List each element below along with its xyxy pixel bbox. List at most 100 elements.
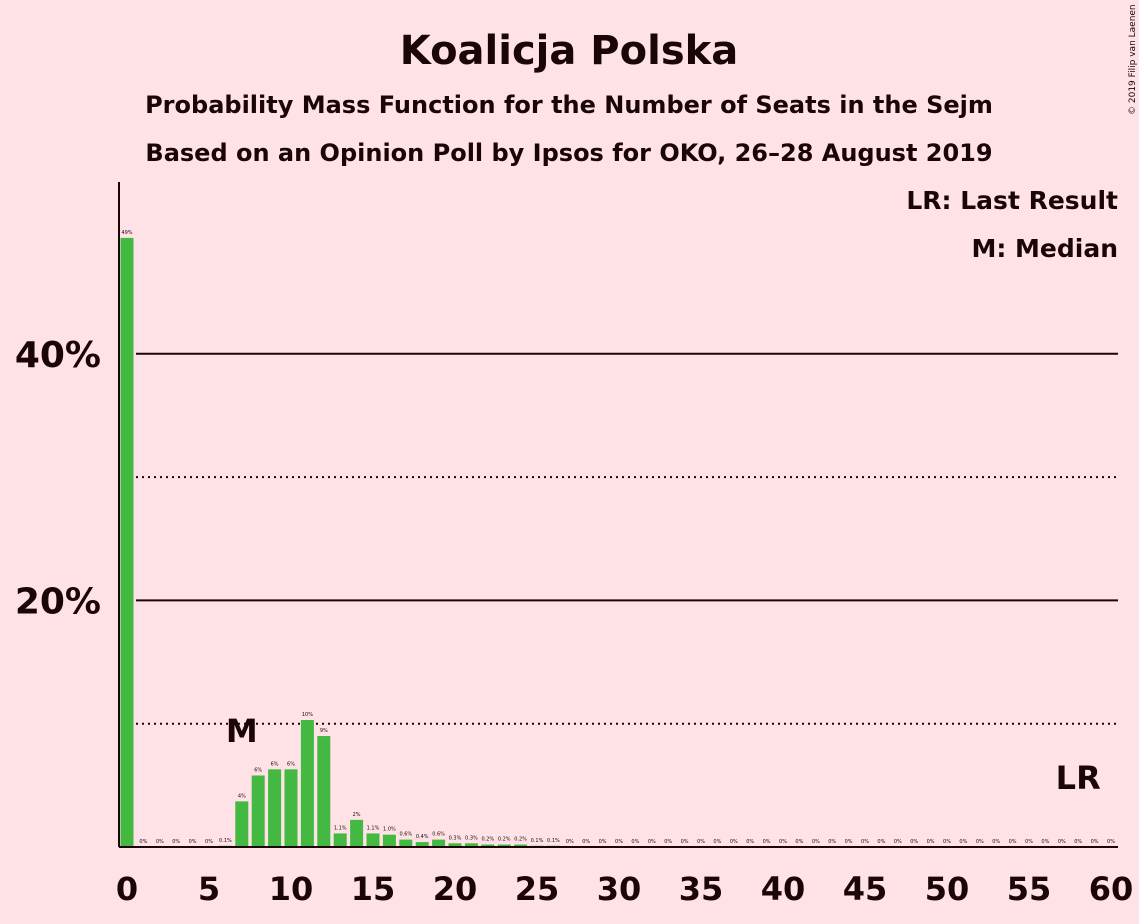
bar-label: 0% — [992, 839, 1000, 845]
x-tick-label: 25 — [515, 870, 560, 908]
x-tick-label: 20 — [433, 870, 478, 908]
bar-label: 0% — [566, 839, 574, 845]
bar-label: 1.1% — [367, 825, 380, 831]
bar-label: 4% — [238, 793, 246, 799]
bar — [415, 842, 429, 847]
bar-label: 0% — [172, 839, 180, 845]
chart-subtitle: Probability Mass Function for the Number… — [145, 91, 993, 119]
bar-label: 9% — [320, 728, 328, 734]
bar — [514, 844, 528, 847]
median-marker: M — [226, 712, 258, 750]
markers: M LR — [226, 712, 1101, 797]
bar-label: 0% — [976, 839, 984, 845]
bars — [120, 237, 560, 847]
x-tick-label: 0 — [116, 870, 138, 908]
bar-label: 0.1% — [547, 838, 560, 844]
bar-label: 6% — [287, 761, 295, 767]
bar-label: 0% — [943, 839, 951, 845]
bar-label: 0% — [156, 839, 164, 845]
x-tick-label: 45 — [843, 870, 888, 908]
bar-label: 0% — [615, 839, 623, 845]
bar-label: 0% — [1025, 839, 1033, 845]
y-tick-label: 40% — [15, 335, 101, 376]
bar — [350, 819, 364, 847]
axes — [118, 182, 1118, 848]
bar-label: 0% — [779, 839, 787, 845]
bar-label: 0% — [795, 839, 803, 845]
bar — [235, 801, 249, 847]
bar — [382, 834, 396, 847]
bar-label: 0% — [713, 839, 721, 845]
bar — [300, 720, 314, 847]
grid-lines — [136, 352, 1118, 725]
bar-label: 0% — [746, 839, 754, 845]
bar-label: 0.2% — [514, 837, 527, 843]
bar-label: 1.0% — [383, 827, 396, 833]
chart-subtitle-2: Based on an Opinion Poll by Ipsos for OK… — [145, 139, 992, 167]
x-tick-label: 10 — [269, 870, 314, 908]
bar — [399, 839, 413, 847]
bar-label: 0% — [1041, 839, 1049, 845]
bar — [448, 843, 462, 847]
bar-label: 6% — [254, 767, 262, 773]
legend-last-result: LR: Last Result — [906, 186, 1118, 215]
bar-label: 0% — [730, 839, 738, 845]
bar-label: 0% — [1009, 839, 1017, 845]
bar — [366, 833, 380, 847]
bar-label: 0.2% — [481, 837, 494, 843]
bar-label: 10% — [302, 712, 313, 718]
bar-label: 0% — [861, 839, 869, 845]
chart-title: Koalicja Polska — [400, 28, 738, 74]
bar — [268, 769, 282, 847]
bar-label: 0% — [828, 839, 836, 845]
x-tick-label: 15 — [351, 870, 396, 908]
bar — [251, 775, 265, 847]
bar-label: 0% — [1107, 839, 1115, 845]
bar-label: 0% — [1091, 839, 1099, 845]
bar-label: 0.3% — [465, 835, 478, 841]
bar-label: 0% — [812, 839, 820, 845]
bar-label: 0% — [763, 839, 771, 845]
bar-label: 0% — [205, 839, 213, 845]
bar-label: 0% — [664, 839, 672, 845]
y-tick-label: 20% — [15, 581, 101, 622]
bar — [317, 736, 331, 847]
x-axis-ticks: 0 5 10 15 20 25 30 35 40 45 50 55 60 — [116, 870, 1133, 908]
x-tick-label: 40 — [761, 870, 806, 908]
bar — [481, 844, 495, 847]
bar-label: 0% — [927, 839, 935, 845]
bar-label: 0.3% — [449, 835, 462, 841]
x-tick-label: 5 — [198, 870, 220, 908]
bar-label: 0% — [599, 839, 607, 845]
bar — [333, 833, 347, 847]
last-result-marker: LR — [1056, 759, 1101, 797]
bar-label: 0% — [1074, 839, 1082, 845]
bar-label: 0% — [648, 839, 656, 845]
bar — [464, 843, 478, 847]
bar-label: 49% — [121, 230, 132, 236]
bar-label: 0.4% — [416, 834, 429, 840]
bar-label: 0% — [189, 839, 197, 845]
bar-label: 0% — [631, 839, 639, 845]
bar-label: 0% — [139, 839, 147, 845]
x-tick-label: 60 — [1089, 870, 1134, 908]
bar-labels: 49% 0% 0% 0% 0% 0% 0.1% 4% 6% 6% 6% 10% 9% 1.1% 2% 1.1%… — [121, 230, 1115, 845]
bar-label: 0% — [877, 839, 885, 845]
x-tick-label: 55 — [1007, 870, 1052, 908]
x-tick-label: 50 — [925, 870, 970, 908]
bar-label: 0.6% — [399, 832, 412, 838]
bar-label: 6% — [271, 761, 279, 767]
bar-label: 0% — [959, 839, 967, 845]
bar-label: 0% — [845, 839, 853, 845]
bar — [432, 839, 446, 847]
x-tick-label: 30 — [597, 870, 642, 908]
bar — [284, 769, 298, 847]
bar-label: 0.1% — [531, 838, 544, 844]
copyright-text: © 2019 Filip van Laenen — [1128, 4, 1138, 115]
bar-label: 1.1% — [334, 825, 347, 831]
bar-label: 0% — [681, 839, 689, 845]
bar — [497, 844, 511, 847]
bar — [120, 237, 134, 847]
bar-label: 0.2% — [498, 837, 511, 843]
